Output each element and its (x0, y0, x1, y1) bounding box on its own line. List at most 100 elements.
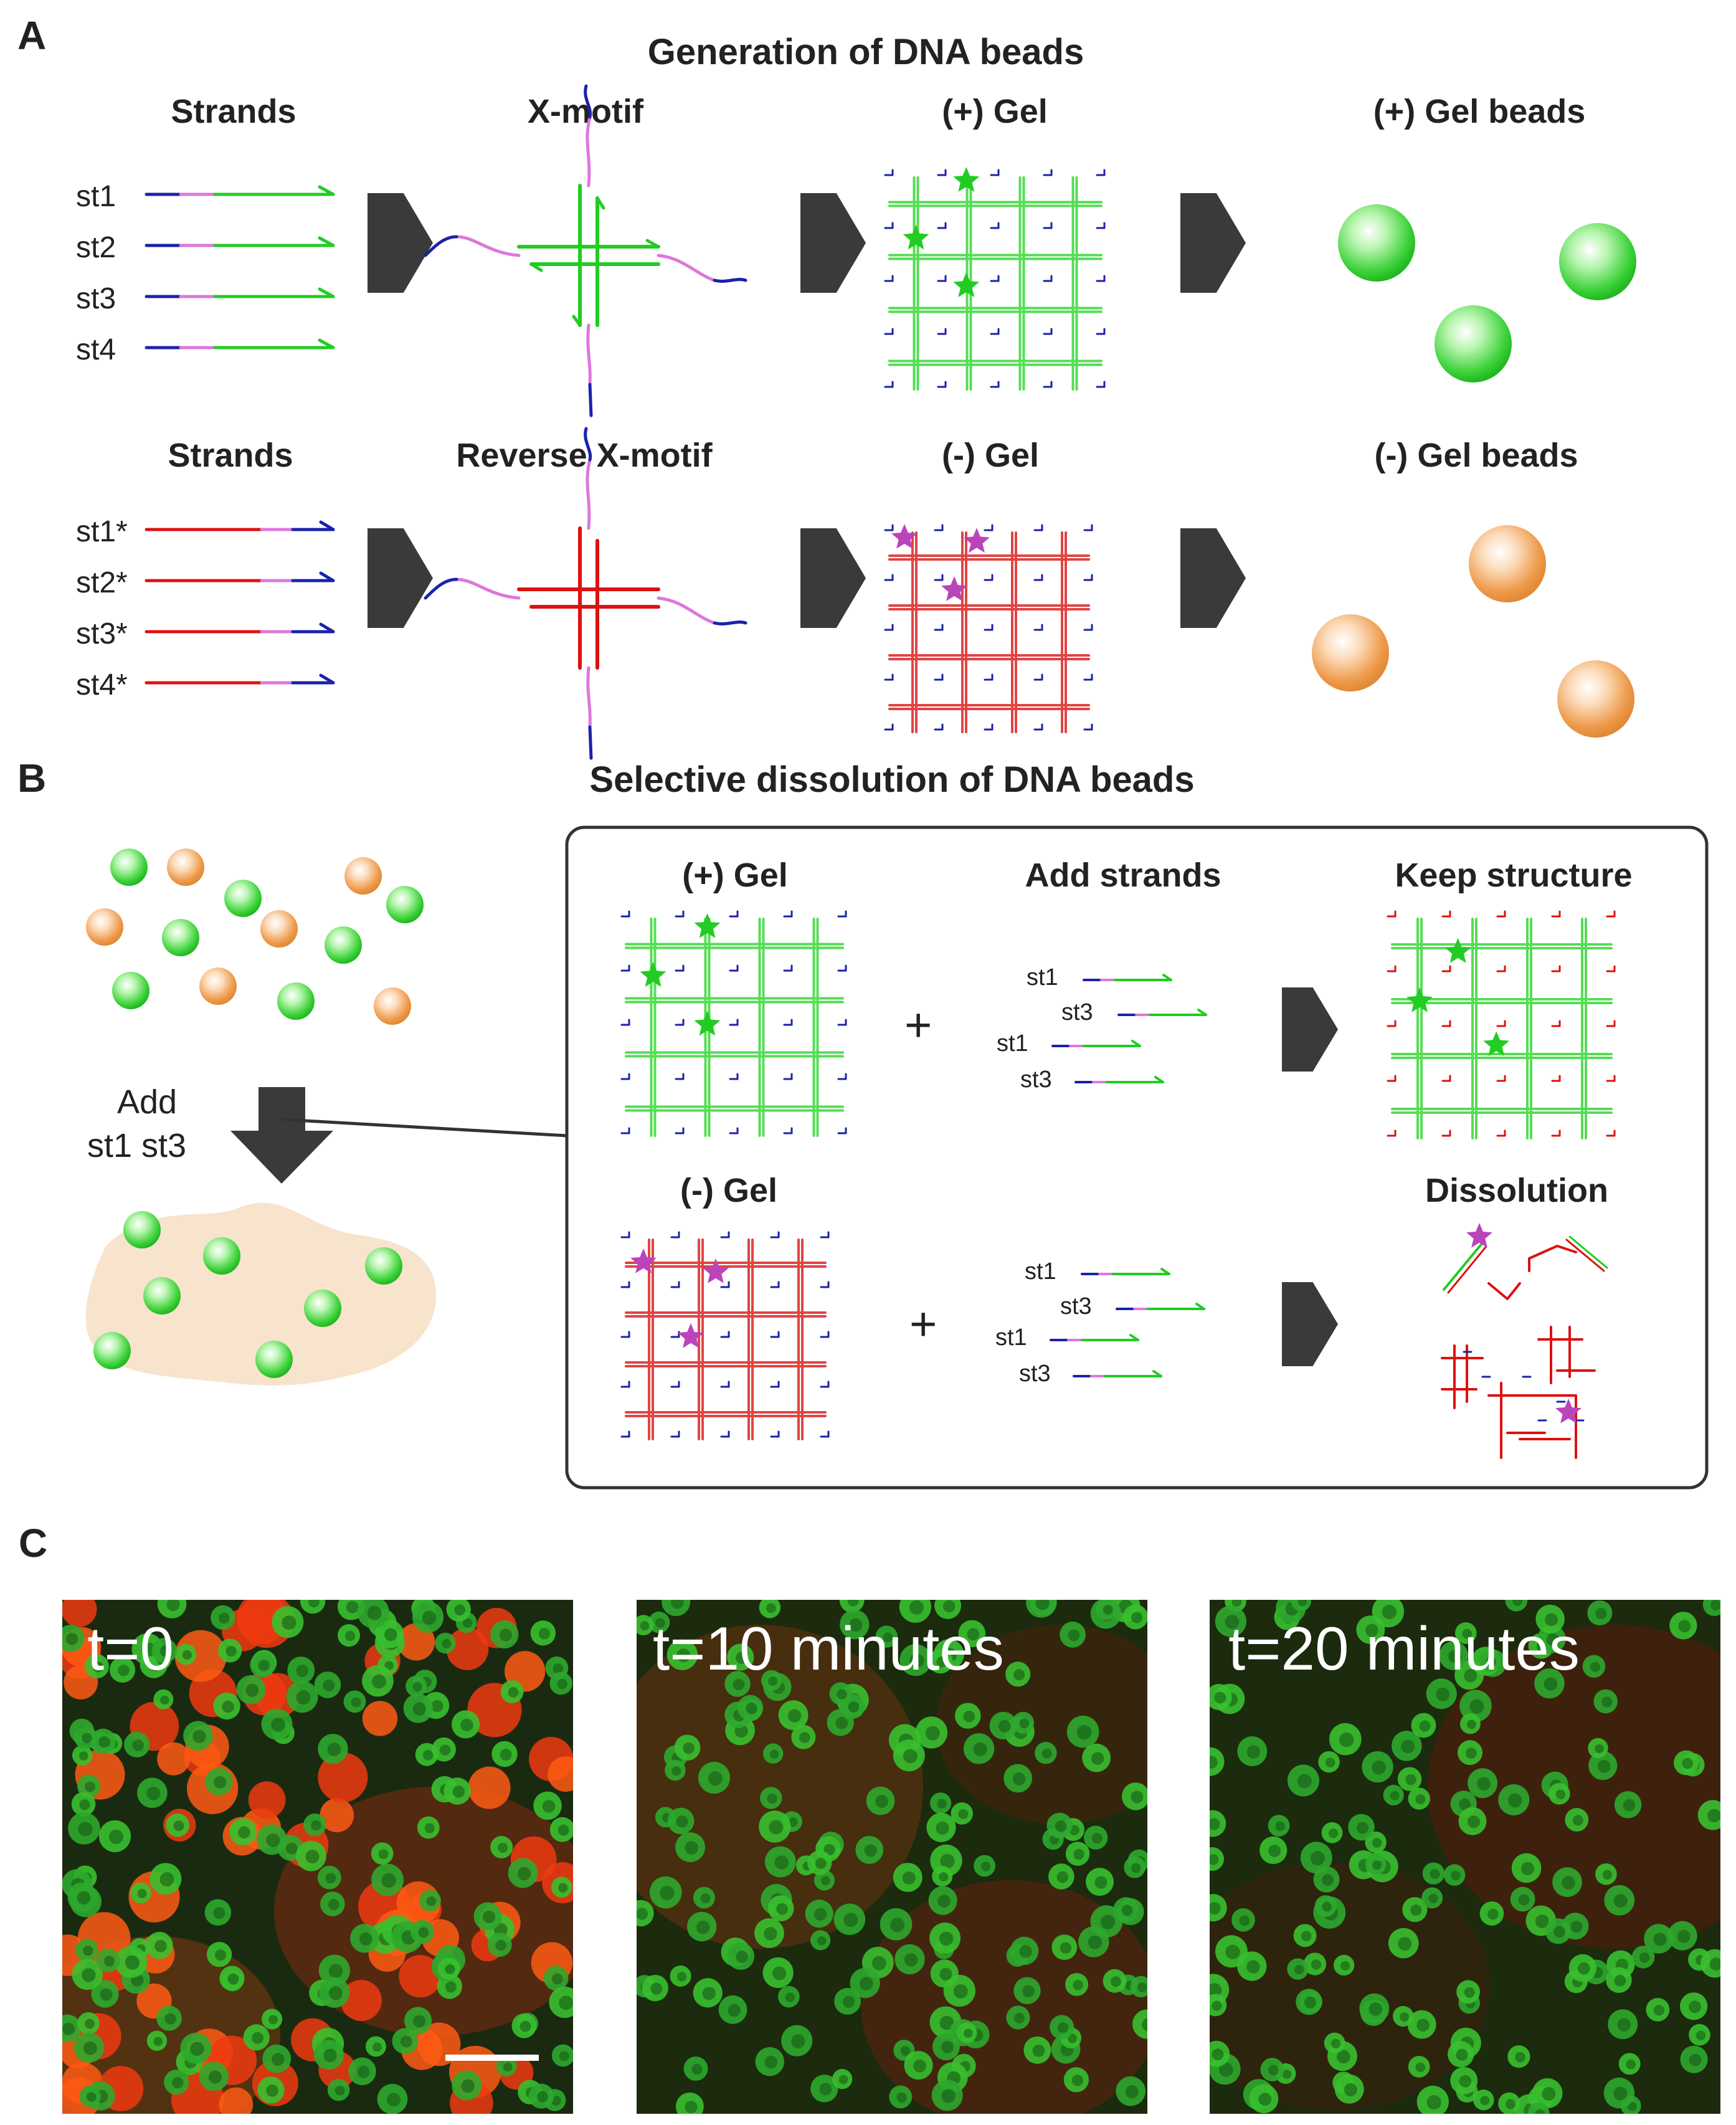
green-bead-core (939, 2015, 954, 2030)
green-bead-core (557, 1678, 567, 1690)
red-bead (340, 1980, 382, 2022)
green-bead-core (1562, 1876, 1575, 1890)
dna-segment (318, 287, 335, 298)
green-bead-core (271, 1718, 285, 1732)
green-bead-core (1678, 1620, 1691, 1633)
green-bead-core (1246, 1745, 1261, 1759)
keep-structure-title: Keep structure (1395, 857, 1633, 894)
green-bead-core (1304, 1996, 1316, 2009)
green-bead-core (214, 1949, 227, 1961)
green-bead-core (774, 1855, 789, 1870)
green-bead-core (445, 1964, 455, 1974)
added-strand-label: st1 (1027, 964, 1058, 991)
green-bead-core (1419, 1720, 1431, 1732)
fluorophore-star-icon (1483, 1031, 1510, 1057)
green-bead-core (413, 2015, 426, 2028)
green-bead-core (1626, 2059, 1636, 2070)
green-bead-core (461, 2079, 475, 2093)
green-bead-core (557, 1824, 569, 1836)
green-bead-icon (255, 1341, 293, 1378)
dissolved-gel-blob (85, 1202, 437, 1386)
fluorophore-star-icon (903, 224, 929, 250)
green-bead-core (192, 1729, 206, 1744)
green-bead-core (1225, 1944, 1240, 1959)
dna-segment (572, 315, 582, 327)
orange-bead-icon (374, 987, 411, 1025)
green-bead-core (125, 1955, 140, 1970)
green-bead-core (640, 1621, 650, 1631)
green-bead-core (537, 2091, 549, 2103)
green-bead-core (538, 1628, 550, 1640)
green-bead-core (1091, 1833, 1103, 1844)
green-bead-core (1322, 1874, 1334, 1886)
fluorophore-star-icon (941, 576, 967, 601)
green-bead-core (519, 2020, 531, 2032)
dna-segment (1160, 1268, 1170, 1275)
added-strand-label: st3 (1019, 1361, 1051, 1387)
green-bead-core (305, 1850, 320, 1864)
green-bead-core (553, 1663, 564, 1674)
added-strand-label: st1 (997, 1030, 1028, 1057)
added-strand-label: st3 (1020, 1067, 1052, 1093)
green-bead-core (1214, 1691, 1226, 1704)
dna-segment (319, 622, 335, 634)
green-bead-core (746, 1703, 757, 1714)
green-bead-core (1337, 2050, 1350, 2064)
green-bead-core (900, 2046, 911, 2056)
dissolved-fragments (1441, 1223, 1608, 1459)
green-bead-core (958, 1809, 969, 1819)
green-bead-core (685, 1841, 698, 1855)
green-bead-core (941, 2089, 956, 2103)
green-bead-core (252, 2032, 264, 2044)
green-bead-icon (277, 982, 315, 1020)
green-bead-core (1542, 2087, 1556, 2101)
plus-gel-title: (+) Gel (682, 857, 788, 894)
dna-segment (586, 666, 592, 729)
green-bead-core (1464, 1987, 1475, 1998)
green-bead-core (670, 1600, 684, 1609)
green-bead-core (83, 1946, 93, 1956)
green-bead-core (1535, 1914, 1549, 1929)
timepoint-label: t=0 (87, 1614, 174, 1683)
green-bead-core (766, 1603, 776, 1613)
red-bead (446, 1627, 489, 1670)
green-bead-core (498, 1842, 508, 1853)
green-bead-core (208, 2070, 222, 2084)
green-bead-core (258, 1660, 270, 1671)
background-haze (1210, 1861, 1490, 2111)
green-bead-core (344, 1630, 356, 1642)
green-bead-core (1601, 1696, 1613, 1708)
green-bead-core (736, 1951, 749, 1963)
green-bead-core (728, 2004, 741, 2017)
green-bead-core (849, 1618, 863, 1632)
green-bead-core (384, 1628, 397, 1642)
micrograph-t0 (62, 1600, 573, 2114)
panel-a-label: A (17, 13, 47, 58)
green-bead-core (268, 2015, 278, 2025)
red-bead (236, 1600, 288, 1644)
background-haze (1428, 1625, 1720, 1949)
green-bead-core (1459, 2075, 1472, 2088)
row1-strand-label: st3 (76, 282, 116, 315)
green-bead-core (1405, 1774, 1416, 1785)
green-bead-core (685, 2101, 698, 2114)
green-bead-core (1212, 2048, 1224, 2061)
green-bead-core (296, 1665, 309, 1677)
green-bead-core (1462, 1628, 1473, 1639)
dna-segment (1129, 1334, 1139, 1341)
added-strand-label: st1 (995, 1324, 1027, 1351)
panel-b-title: Selective dissolution of DNA beads (589, 759, 1195, 800)
dissolution-title: Dissolution (1425, 1172, 1608, 1209)
green-bead-core (430, 1700, 443, 1713)
green-bead-core (503, 2062, 513, 2072)
green-bead-core (1555, 1789, 1566, 1800)
process-arrow-icon (1180, 193, 1246, 293)
green-bead-core (1477, 1777, 1491, 1791)
green-bead-icon (203, 1237, 240, 1275)
green-bead-core (108, 1829, 124, 1844)
green-bead-core (843, 1913, 858, 1928)
reverse-x-motif-diagram (424, 427, 747, 760)
row1-strand-label: st2 (76, 231, 116, 264)
green-bead-icon (110, 849, 148, 886)
green-bead-core (452, 1785, 465, 1798)
